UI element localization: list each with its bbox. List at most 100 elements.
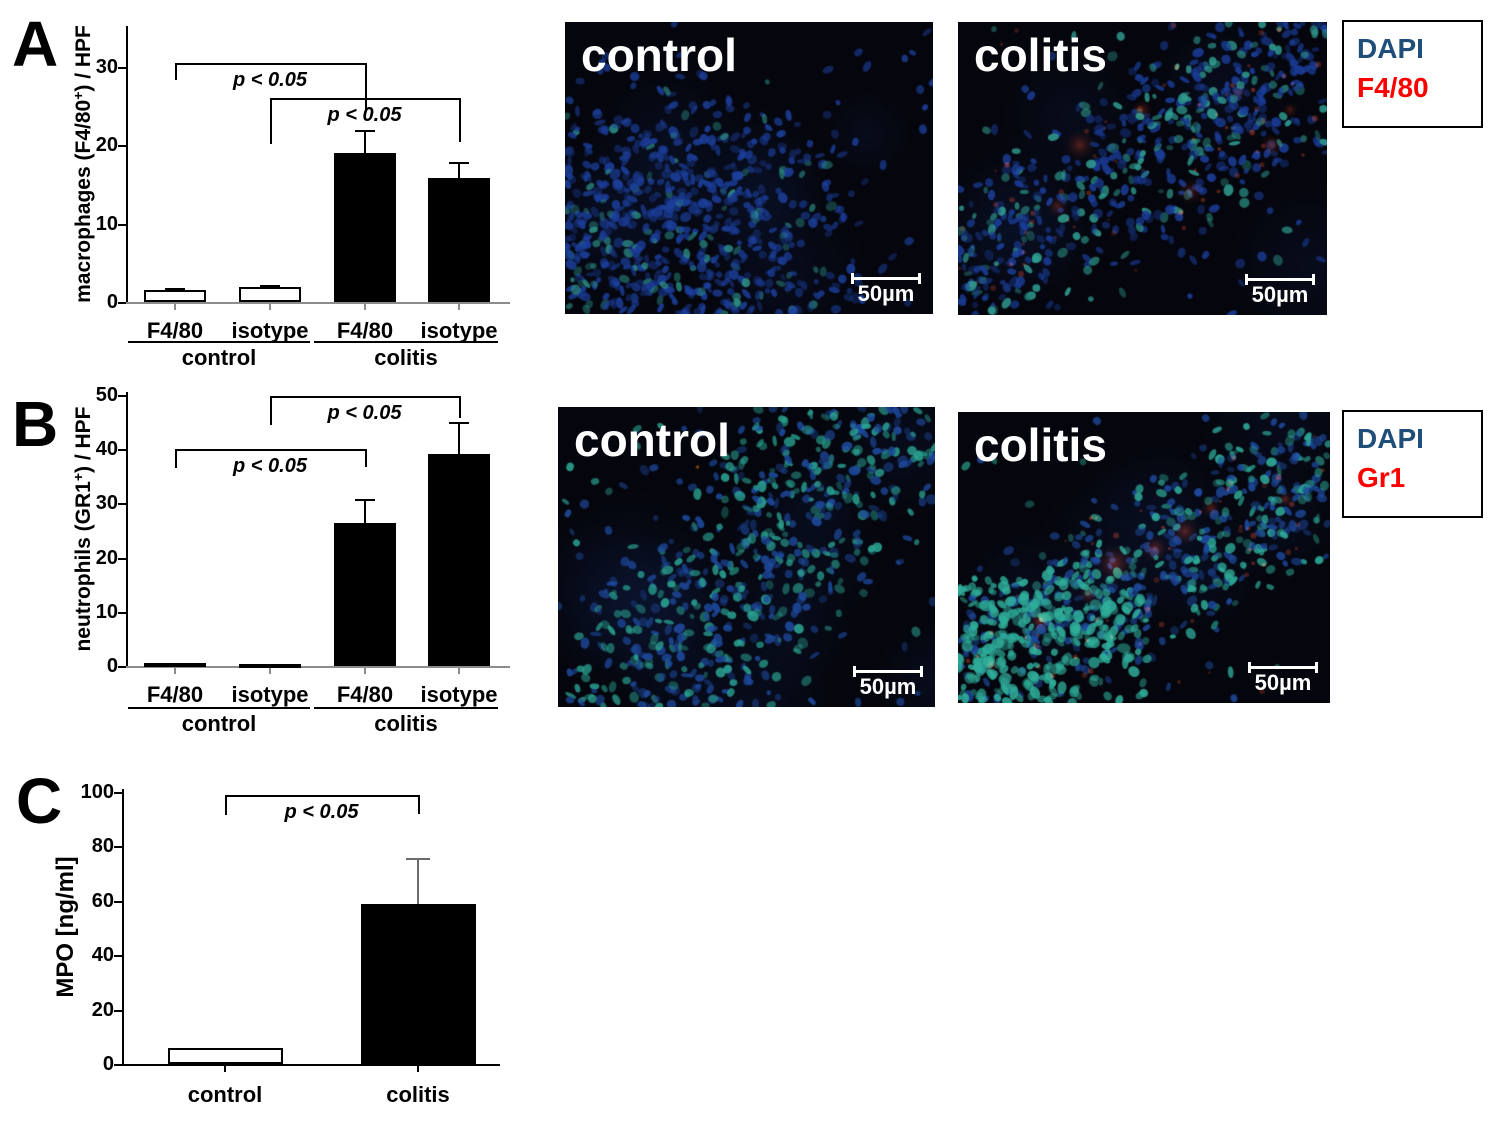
chart-b-y-tick — [118, 449, 126, 451]
chart-b-bar-1 — [239, 664, 301, 668]
scale-bar-line — [1245, 273, 1315, 285]
chart-b-x-label-2: F4/80 — [336, 682, 394, 707]
micrograph-canvas-a-control — [565, 22, 933, 314]
chart-b-sig-label-0: p < 0.05 — [327, 402, 402, 424]
chart-b-y-axis — [126, 392, 128, 668]
chart-a-sig-bracket-h-0 — [175, 63, 367, 65]
chart-b-y-tick-label: 30 — [95, 492, 118, 514]
micrograph-label: colitis — [974, 419, 1107, 471]
chart-c-y-tick — [114, 955, 122, 957]
chart-b-bar-3 — [428, 454, 490, 666]
scale-bar-line — [853, 665, 923, 677]
panel-label-a: A — [12, 8, 59, 80]
micrograph-b-control: control 50µm — [558, 407, 935, 707]
chart-c-sig-bracket-r-0 — [418, 795, 420, 814]
chart-a-x-label-3: isotype — [420, 318, 498, 343]
chart-a-bar-3 — [428, 178, 490, 302]
chart-a-bar-0 — [144, 290, 206, 302]
chart-a-x-tick-0 — [174, 304, 176, 310]
chart-a-sig-label-0: p < 0.05 — [233, 69, 307, 91]
chart-c-bar-0 — [167, 1048, 283, 1064]
chart-c-x-label-0: control — [187, 1082, 263, 1107]
chart-b-x-label-3: isotype — [420, 682, 498, 707]
scale-bar: 50µm — [1245, 273, 1315, 307]
chart-a-sig-bracket-h-1 — [270, 98, 461, 100]
chart-a-y-title-post: ) / HPF — [72, 25, 95, 92]
chart-b-y-title-post: ) / HPF — [72, 406, 95, 473]
chart-a-group-label-1: colitis — [374, 345, 438, 370]
chart-b-x-axis — [126, 666, 510, 668]
scale-bar-cap-left — [851, 272, 854, 284]
chart-a-y-tick — [118, 145, 126, 147]
chart-b-x-tick-2 — [364, 668, 366, 674]
chart-a-sig-bracket-l-1 — [270, 98, 272, 144]
chart-b-y-tick-label: 20 — [95, 547, 118, 569]
chart-a-y-tick — [118, 224, 126, 226]
chart-c-y-tick — [114, 1010, 122, 1012]
scale-bar-cap-left — [1245, 273, 1248, 285]
chart-b-y-tick-label: 0 — [106, 655, 118, 677]
chart-a-sig-bracket-r-1 — [459, 98, 461, 142]
chart-b-group-underline-0 — [128, 707, 310, 709]
chart-b-error-line-2 — [364, 500, 366, 523]
chart-a-y-tick — [118, 67, 126, 69]
chart-c-y-tick-label: 100 — [80, 781, 114, 803]
scale-bar: 50µm — [853, 665, 923, 699]
chart-b-y-tick — [118, 612, 126, 614]
scale-bar-cap-left — [853, 665, 856, 677]
chart-b-group-label-0: control — [181, 711, 257, 736]
chart-b-sig-label-1: p < 0.05 — [233, 455, 307, 477]
chart-c-y-axis — [122, 789, 124, 1066]
micrograph-label: control — [574, 414, 730, 466]
chart-b-y-tick — [118, 503, 126, 505]
chart-c-x-tick-1 — [417, 1066, 419, 1072]
legend-f480-label: F4/80 — [1357, 72, 1429, 104]
chart-c-y-tick — [114, 901, 122, 903]
chart-a-error-line-3 — [458, 163, 460, 178]
chart-a-y-axis-title: macrophages (F4/80+) / HPF — [70, 25, 96, 303]
chart-a-y-title-sup: + — [70, 91, 86, 100]
micrograph-b-colitis: colitis 50µm — [958, 412, 1330, 703]
chart-b-sig-bracket-r-0 — [459, 396, 461, 418]
chart-a-error-cap-0 — [165, 288, 185, 290]
chart-b-y-tick-label: 50 — [95, 384, 118, 406]
chart-b-error-line-3 — [458, 423, 460, 454]
chart-a-sig-bracket-l-0 — [175, 63, 177, 80]
chart-c-x-tick-0 — [224, 1066, 226, 1072]
chart-a-y-tick-label: 20 — [95, 134, 118, 156]
chart-b-group-underline-1 — [314, 707, 498, 709]
legend-panel-b: DAPI Gr1 — [1342, 410, 1483, 518]
chart-a-x-label-0: F4/80 — [146, 318, 204, 343]
chart-b-error-cap-2 — [355, 499, 375, 501]
scale-bar-text: 50µm — [1251, 281, 1309, 307]
micrograph-label: control — [581, 29, 737, 81]
chart-c-error-cap-1 — [406, 858, 430, 860]
chart-c-y-tick-label: 0 — [102, 1053, 114, 1075]
chart-a-y-axis — [126, 26, 128, 304]
chart-a-x-label-1: isotype — [231, 318, 309, 343]
chart-b-x-label-0: F4/80 — [146, 682, 204, 707]
micrograph-a-colitis: colitis 50µm — [958, 22, 1327, 315]
chart-c-y-tick-label: 40 — [91, 944, 114, 966]
chart-b-sig-bracket-r-1 — [365, 449, 367, 467]
chart-b-y-tick — [118, 558, 126, 560]
chart-a-error-cap-2 — [355, 130, 375, 132]
chart-a-x-tick-1 — [269, 304, 271, 310]
chart-a-y-tick-label: 0 — [106, 291, 118, 313]
chart-a-y-tick-label: 10 — [95, 213, 118, 235]
chart-a-group-underline-1 — [314, 341, 498, 343]
scale-bar-text: 50µm — [859, 673, 917, 699]
chart-a-y-title-pre: macrophages (F4/80 — [72, 99, 95, 303]
legend-dapi-label: DAPI — [1357, 423, 1424, 454]
chart-c-x-axis — [122, 1064, 500, 1066]
chart-a-x-label-2: F4/80 — [336, 318, 394, 343]
chart-c-sig-bracket-l-0 — [225, 795, 227, 815]
chart-c-sig-bracket-h-0 — [225, 795, 420, 797]
chart-a-sig-bracket-r-0 — [365, 63, 367, 112]
panel-label-b: B — [12, 388, 59, 460]
chart-b-bar-0 — [144, 663, 206, 667]
chart-b-sig-bracket-h-0 — [270, 396, 461, 398]
micrograph-a-control: control 50µm — [565, 22, 933, 314]
chart-b-x-tick-3 — [458, 668, 460, 674]
